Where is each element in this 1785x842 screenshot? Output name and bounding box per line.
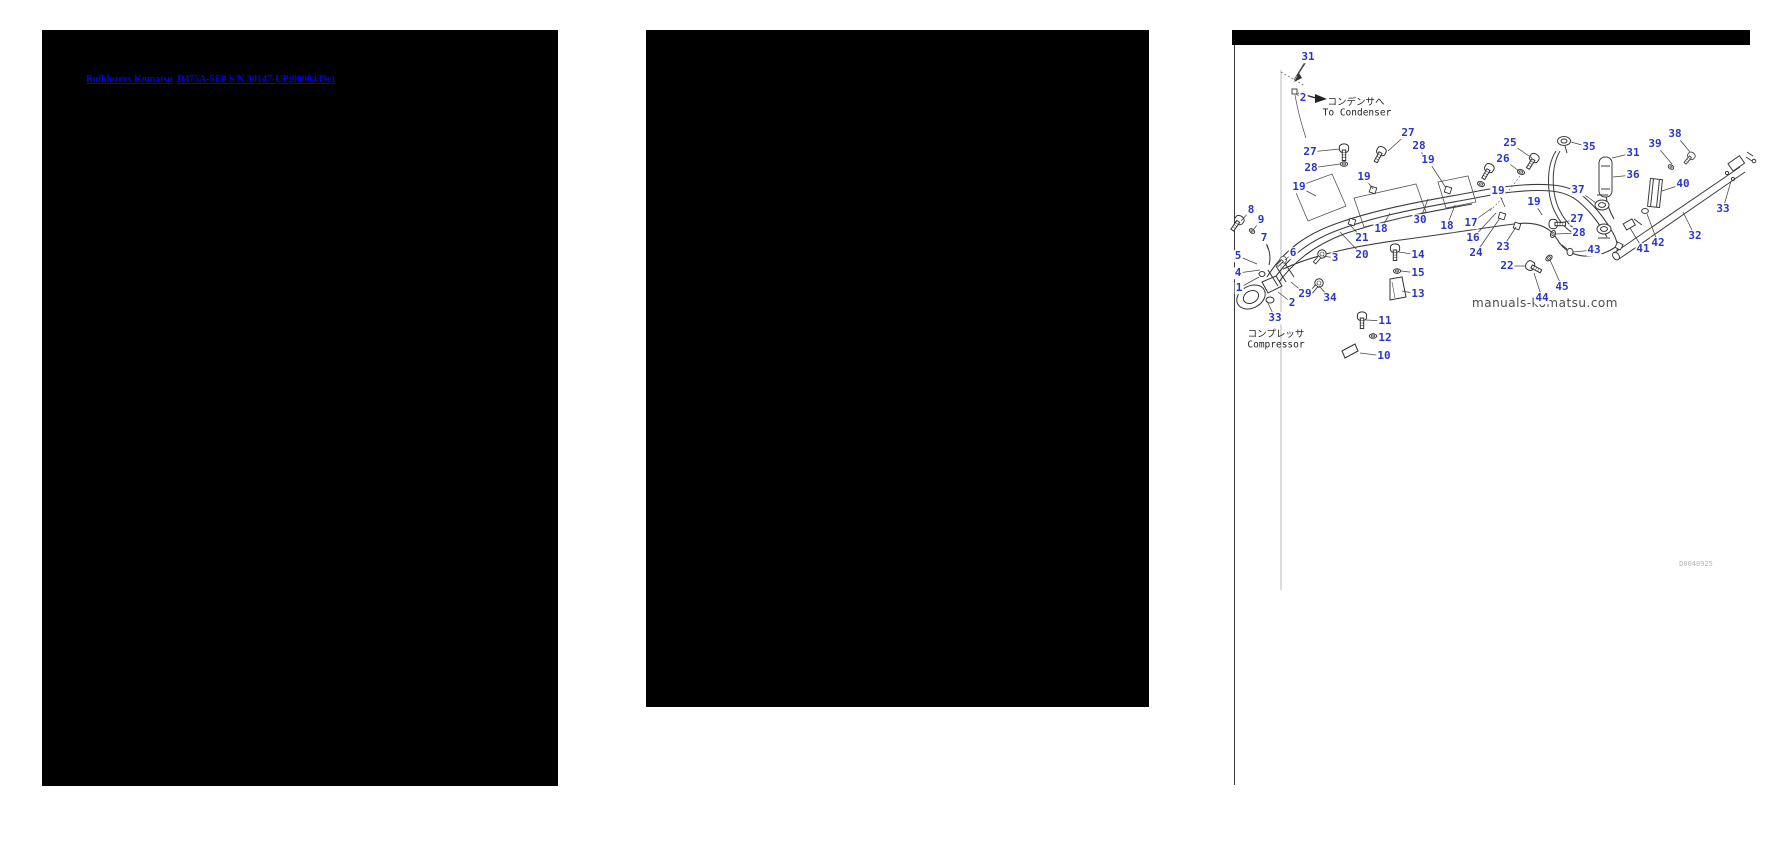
part-callout-34: 34 [1322,291,1338,305]
part-callout-22: 22 [1499,259,1515,273]
part-callout-24: 24 [1468,246,1484,260]
page-left-border [1234,45,1235,785]
part-callout-33: 33 [1267,311,1283,325]
to-condenser-label-en: To Condenser [1322,107,1392,119]
part-callout-12: 12 [1377,331,1393,345]
part-callout-13: 13 [1410,287,1426,301]
compressor-label-en: Compressor [1247,339,1305,351]
part-callout-29: 29 [1297,287,1313,301]
part-callout-7: 7 [1259,231,1269,245]
part-callout-19: 19 [1526,195,1542,209]
part-callout-3: 3 [1330,251,1340,265]
part-callout-10: 10 [1376,349,1392,363]
compressor-label-jp: コンプレッサ [1247,329,1305,340]
part-callout-2: 2 [1287,296,1297,310]
part-callout-17: 17 [1463,216,1479,230]
part-callout-2: 2 [1298,91,1308,105]
part-callout-28: 28 [1411,139,1427,153]
part-callout-18: 18 [1439,219,1455,233]
category-link[interactable]: Bulldozers Komatsu [86,74,173,85]
part-callout-28: 28 [1303,161,1319,175]
middle-page-scan [646,30,1149,707]
part-callout-30: 30 [1412,213,1428,227]
part-callout-33: 33 [1715,202,1731,216]
left-page-scan: Bulldozers Komatsu D475A-5E0 S/N 30147-UP… [42,30,558,786]
part-callout-31: 31 [1625,146,1641,160]
part-callout-19: 19 [1291,180,1307,194]
part-callout-14: 14 [1410,248,1426,262]
part-callout-28: 28 [1571,226,1587,240]
model-link[interactable]: D475A-5E0 S/N 30147-UP(0000439c) [176,74,335,85]
breadcrumb: Bulldozers Komatsu D475A-5E0 S/N 30147-UP… [86,74,339,86]
part-callout-15: 15 [1410,266,1426,280]
part-callout-40: 40 [1675,177,1691,191]
part-callout-19: 19 [1490,184,1506,198]
part-callout-35: 35 [1581,140,1597,154]
part-callout-19: 19 [1356,170,1372,184]
part-callout-1: 1 [1234,281,1244,295]
part-callout-4: 4 [1233,266,1243,280]
part-callout-45: 45 [1554,280,1570,294]
part-callout-32: 32 [1687,229,1703,243]
part-callout-42: 42 [1650,236,1666,250]
part-callout-26: 26 [1495,152,1511,166]
part-callout-9: 9 [1256,213,1266,227]
part-callout-39: 39 [1647,137,1663,151]
page-top-black-bar [1232,30,1750,45]
part-callout-25: 25 [1502,136,1518,150]
part-callout-36: 36 [1625,168,1641,182]
part-callout-23: 23 [1495,240,1511,254]
right-page-scan [1232,27,1752,787]
part-callout-18: 18 [1373,222,1389,236]
part-callout-41: 41 [1635,242,1651,256]
drawing-code: D0040925 [1679,560,1713,568]
part-callout-27: 27 [1400,126,1416,140]
to-condenser-label-jp: コンデンサへ [1327,97,1385,108]
part-callout-5: 5 [1233,249,1243,263]
part-callout-27: 27 [1569,212,1585,226]
part-callout-16: 16 [1465,231,1481,245]
part-callout-43: 43 [1586,243,1602,257]
part-callout-20: 20 [1354,248,1370,262]
part-callout-37: 37 [1570,183,1586,197]
part-callout-8: 8 [1246,203,1256,217]
part-callout-6: 6 [1288,246,1298,260]
part-callout-27: 27 [1302,145,1318,159]
part-callout-21: 21 [1354,231,1370,245]
part-callout-11: 11 [1377,314,1393,328]
part-callout-31: 31 [1300,50,1316,64]
part-callout-38: 38 [1667,127,1683,141]
part-callout-44: 44 [1534,291,1550,305]
part-callout-19: 19 [1420,153,1436,167]
